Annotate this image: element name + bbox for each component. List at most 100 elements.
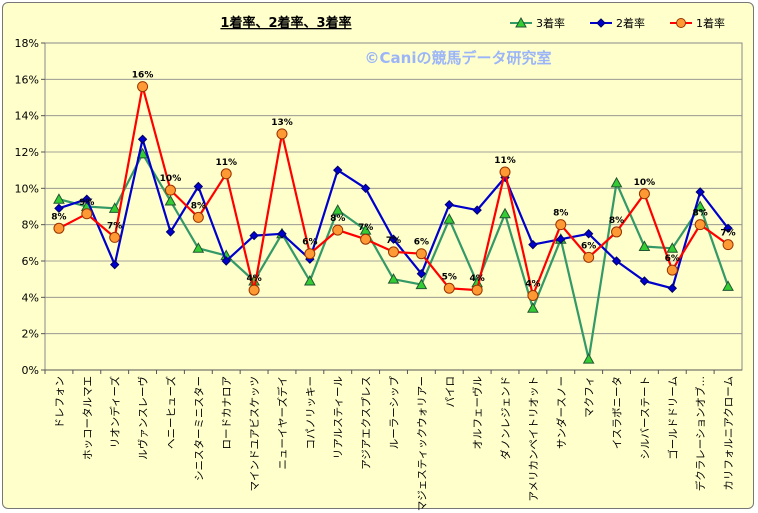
marker-point bbox=[443, 282, 455, 294]
data-label: 7% bbox=[107, 221, 122, 231]
data-label: 8% bbox=[191, 201, 206, 211]
marker-point bbox=[165, 227, 176, 237]
marker-point bbox=[109, 259, 120, 270]
marker-point bbox=[276, 128, 288, 140]
legend-marker bbox=[596, 18, 606, 28]
data-label: 5% bbox=[442, 272, 457, 282]
x-tick-label: シルバーステート bbox=[639, 376, 651, 459]
data-label: 7% bbox=[358, 223, 373, 233]
x-tick-label: リアルスティール bbox=[333, 376, 345, 459]
data-label: 7% bbox=[720, 229, 735, 239]
y-tick-label: 8% bbox=[22, 219, 39, 232]
marker-point bbox=[387, 273, 400, 284]
marker-point bbox=[249, 230, 259, 241]
marker-point bbox=[54, 203, 64, 214]
x-tick-label: ロードカナロア bbox=[221, 376, 233, 450]
marker-point bbox=[611, 226, 623, 238]
marker-point bbox=[694, 219, 706, 231]
marker-point bbox=[528, 239, 538, 250]
marker-point bbox=[583, 251, 595, 263]
marker-point bbox=[666, 242, 679, 253]
marker-point bbox=[248, 284, 260, 296]
marker-point bbox=[499, 207, 511, 219]
marker-point bbox=[109, 231, 121, 243]
x-tick-label: コパノリッキー bbox=[305, 376, 317, 450]
marker-point bbox=[304, 274, 316, 286]
y-tick-label: 12% bbox=[15, 146, 39, 159]
x-tick-label: ホッコータルマエ bbox=[82, 376, 94, 460]
marker-point bbox=[415, 278, 428, 290]
legend-label: 3着率 bbox=[536, 16, 565, 30]
marker-point bbox=[53, 222, 65, 234]
marker-point bbox=[555, 219, 567, 231]
legend-marker bbox=[676, 18, 686, 28]
data-label: 8% bbox=[609, 216, 624, 226]
marker-point bbox=[667, 283, 678, 293]
marker-point bbox=[416, 269, 427, 279]
marker-point bbox=[471, 284, 483, 296]
marker-point bbox=[499, 166, 511, 178]
y-tick-label: 4% bbox=[22, 291, 39, 304]
x-tick-label: デクラレーションオブ… bbox=[694, 376, 707, 491]
marker-point bbox=[527, 290, 539, 302]
marker-point bbox=[164, 184, 176, 196]
x-tick-label: カリフォルニアクローム bbox=[723, 376, 735, 491]
marker-point bbox=[192, 242, 205, 253]
marker-point bbox=[193, 181, 204, 192]
marker-point bbox=[527, 302, 539, 313]
marker-point bbox=[304, 248, 316, 260]
marker-point bbox=[360, 183, 371, 194]
marker-point bbox=[444, 199, 454, 210]
marker-point bbox=[556, 234, 566, 244]
marker-point bbox=[388, 234, 399, 244]
data-label: 13% bbox=[271, 118, 293, 128]
marker-point bbox=[610, 176, 623, 188]
data-label: 11% bbox=[215, 158, 237, 168]
data-label: 16% bbox=[132, 71, 154, 81]
data-label: 4% bbox=[469, 274, 484, 284]
x-tick-label: マインドユアビスケッツ bbox=[249, 376, 261, 492]
x-tick-label: アメリカンペイトリオット bbox=[528, 376, 540, 501]
marker-point bbox=[472, 205, 482, 215]
data-label: 8% bbox=[330, 214, 345, 224]
data-label: 8% bbox=[51, 212, 66, 222]
marker-point bbox=[722, 239, 734, 251]
x-tick-label: ルヴァンスレーヴ bbox=[137, 376, 150, 460]
marker-point bbox=[164, 195, 177, 206]
marker-point bbox=[137, 81, 149, 93]
data-label: 11% bbox=[494, 156, 516, 166]
marker-point bbox=[722, 280, 734, 291]
data-label: 10% bbox=[634, 178, 656, 188]
marker-point bbox=[108, 202, 121, 213]
marker-point bbox=[723, 223, 733, 234]
y-tick-label: 10% bbox=[15, 182, 39, 195]
marker-point bbox=[611, 256, 622, 266]
marker-point bbox=[638, 240, 651, 251]
marker-point bbox=[82, 194, 92, 204]
marker-point bbox=[220, 168, 232, 180]
marker-point bbox=[583, 229, 594, 239]
marker-point bbox=[388, 246, 399, 258]
x-tick-label: ヘニーヒューズ bbox=[164, 376, 177, 449]
data-label: 6% bbox=[302, 238, 317, 248]
marker-point bbox=[277, 229, 287, 239]
y-tick-label: 16% bbox=[15, 73, 39, 86]
x-tick-label: マジェスティックウォリアー bbox=[416, 376, 428, 511]
x-tick-label: アジアエクスプレス bbox=[361, 376, 373, 470]
marker-point bbox=[81, 208, 93, 220]
marker-point bbox=[415, 248, 427, 260]
watermark: ©Caniの競馬データ研究室 bbox=[365, 49, 552, 67]
x-tick-label: ゴールドドリーム bbox=[666, 376, 679, 460]
y-tick-label: 14% bbox=[15, 110, 39, 123]
x-tick-label: イスラボニータ bbox=[612, 376, 624, 449]
y-tick-label: 6% bbox=[22, 255, 39, 268]
marker-point bbox=[333, 165, 343, 175]
data-label: 6% bbox=[414, 238, 429, 248]
marker-point bbox=[221, 256, 231, 266]
x-tick-label: ニューイヤーズデイ bbox=[276, 376, 289, 470]
legend-marker bbox=[515, 16, 527, 28]
x-tick-label: マクフィ bbox=[584, 376, 596, 418]
marker-point bbox=[666, 264, 678, 276]
y-tick-label: 2% bbox=[22, 328, 39, 341]
data-label: 6% bbox=[665, 254, 680, 264]
